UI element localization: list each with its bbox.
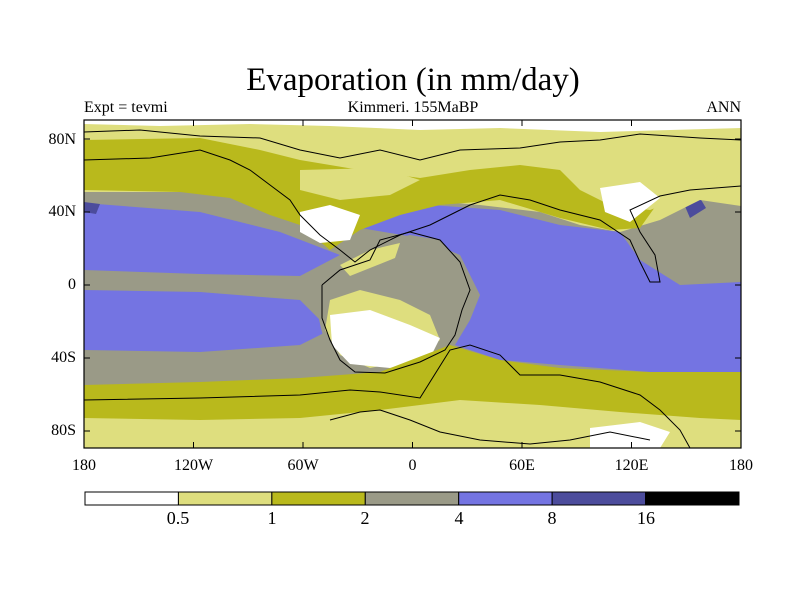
y-tick-label: 0 xyxy=(68,276,76,293)
ocean-high-evap-north xyxy=(84,203,340,276)
colorbar-swatch xyxy=(271,491,366,506)
colorbar-swatch xyxy=(458,491,553,506)
coastline-gondwana xyxy=(321,231,471,374)
plot-title: Evaporation (in mm/day) xyxy=(246,62,580,98)
north-inland-low xyxy=(300,168,420,200)
coastline-polar xyxy=(84,129,741,161)
colorbar-swatch xyxy=(551,491,647,506)
x-tick-label: 60W xyxy=(287,457,319,474)
period-label: Kimmeri. 155MaBP xyxy=(347,99,479,116)
x-tick-label: 180 xyxy=(72,457,96,474)
y-axis-ticks xyxy=(84,138,741,432)
ocean-high-evap-south xyxy=(84,290,330,352)
north-dry-patch-east xyxy=(600,182,660,222)
y-tick-label: 40N xyxy=(48,203,76,220)
colorbar-label: 16 xyxy=(637,508,655,528)
tethys-high-evap xyxy=(360,205,741,372)
x-tick-label: 60E xyxy=(509,457,535,474)
colorbar-swatch xyxy=(177,491,273,506)
south-continent-dry xyxy=(330,310,440,368)
colorbar-swatch xyxy=(84,491,179,506)
x-tick-label: 0 xyxy=(408,457,417,474)
south-band-low xyxy=(84,400,741,448)
colorbar-swatch xyxy=(645,491,740,506)
season-label: ANN xyxy=(706,99,741,116)
coastline-south xyxy=(84,344,691,448)
colorbar-label: 2 xyxy=(360,508,370,528)
x-tick-label: 180 xyxy=(729,457,753,474)
y-tick-label: 40S xyxy=(51,349,76,366)
colorbar-swatch xyxy=(364,491,460,506)
x-tick-label: 120W xyxy=(173,457,214,474)
ocean-max-evap-patch-west xyxy=(84,202,100,214)
y-tick-label: 80S xyxy=(51,422,76,439)
x-tick-label: 120E xyxy=(614,457,649,474)
colorbar-label: 0.5 xyxy=(166,508,190,528)
colorbar-label: 1 xyxy=(267,508,277,528)
colorbar-label: 8 xyxy=(547,508,557,528)
colorbar-label: 4 xyxy=(454,508,464,528)
north-dry-patch xyxy=(300,205,360,243)
colorbar xyxy=(84,491,740,506)
experiment-label: Expt = tevmi xyxy=(84,99,168,116)
antarctic-dry-patch xyxy=(590,422,670,448)
y-tick-label: 80N xyxy=(48,131,76,148)
coastline-antarctica xyxy=(329,409,651,445)
coastline-north xyxy=(84,149,741,283)
x-axis-ticks xyxy=(83,120,742,448)
